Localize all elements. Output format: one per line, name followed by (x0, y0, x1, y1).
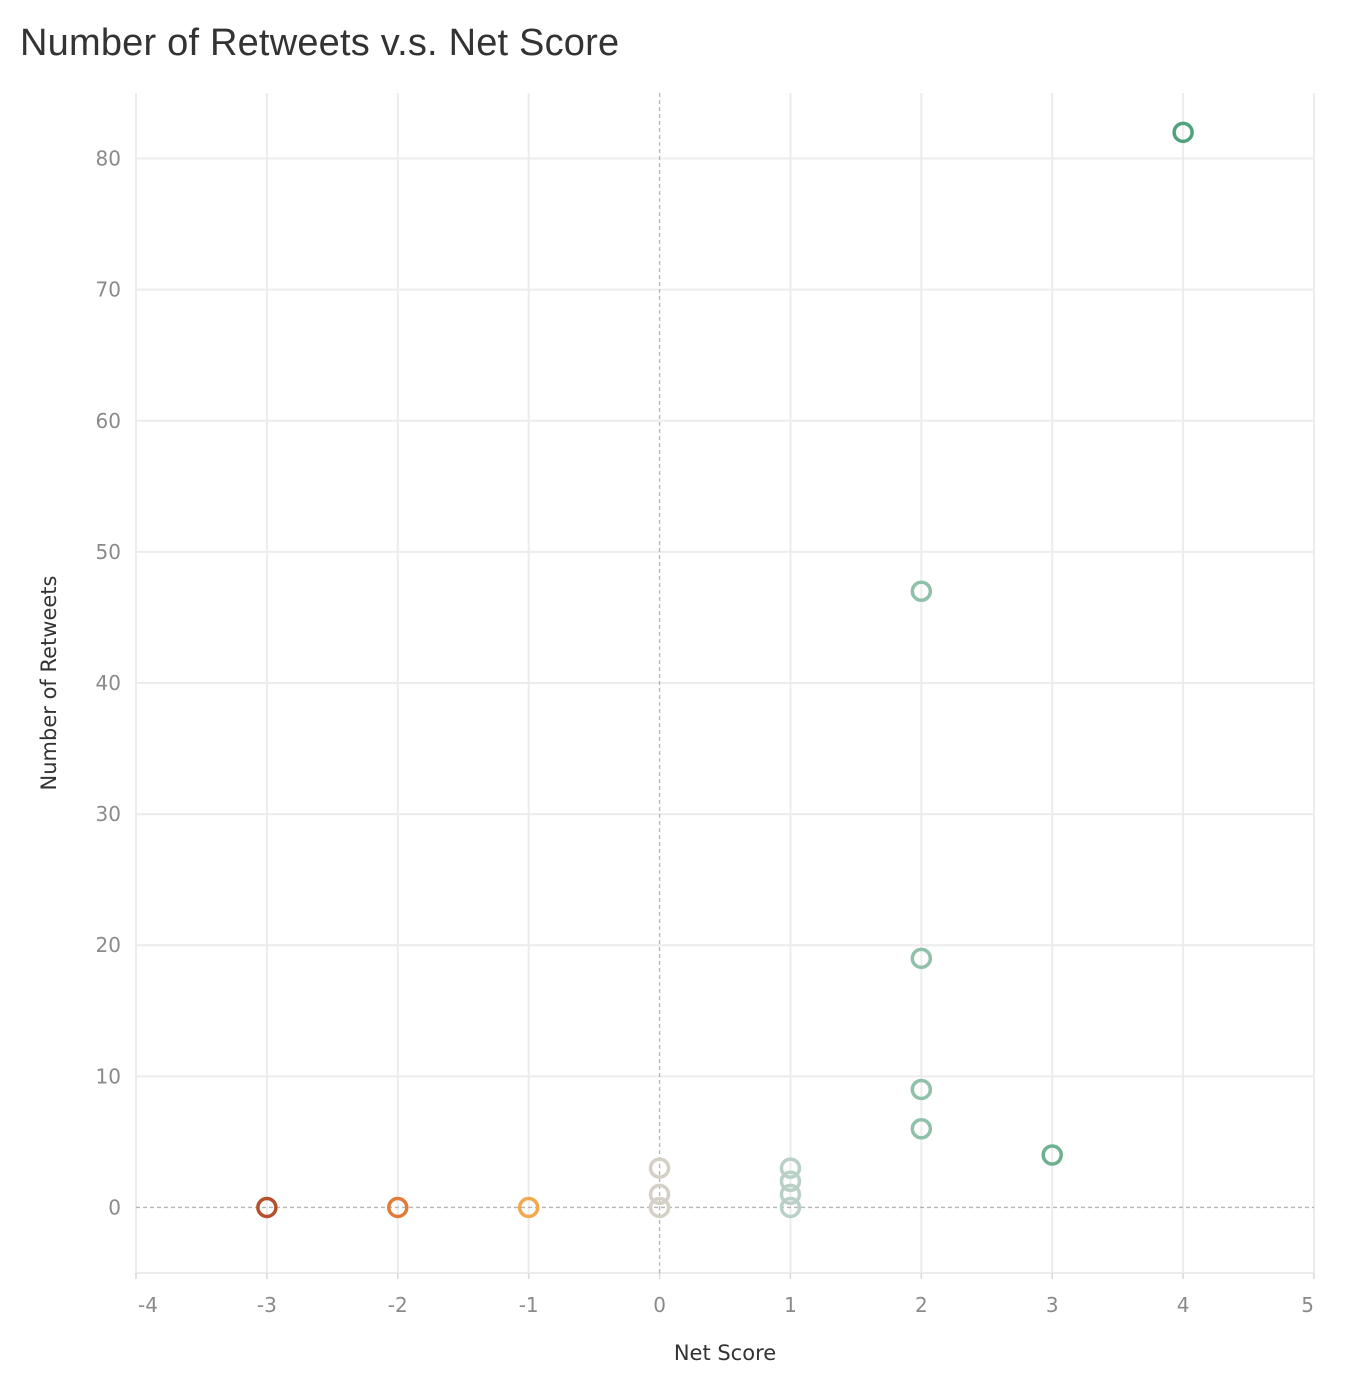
x-tick-label: -1 (519, 1293, 539, 1317)
data-point[interactable] (910, 1078, 933, 1101)
x-tick-label: 0 (653, 1293, 666, 1317)
x-tick-label: 5 (1301, 1293, 1314, 1317)
data-point[interactable] (256, 1196, 278, 1219)
y-tick-labels: 0 10 20 30 40 50 60 70 80 (96, 147, 121, 1220)
x-tick-labels: -4 -3 -2 -1 0 1 2 3 4 5 (135, 1273, 1315, 1317)
y-tick-label: 60 (96, 409, 121, 433)
data-point[interactable] (517, 1196, 540, 1219)
x-tick-label: -2 (388, 1293, 408, 1317)
y-tick-label: 70 (96, 278, 121, 302)
x-axis-title: Net Score (674, 1341, 776, 1365)
y-tick-label: 10 (96, 1064, 121, 1088)
data-point[interactable] (910, 580, 933, 602)
zero-reference-lines (136, 93, 1314, 1273)
x-tick-label: -4 (138, 1293, 158, 1317)
y-axis-title: Number of Retweets (37, 576, 61, 791)
data-point[interactable] (648, 1183, 671, 1206)
data-point[interactable] (779, 1157, 802, 1179)
data-point[interactable] (910, 1118, 933, 1140)
grid-lines (135, 93, 1315, 1274)
data-point[interactable] (910, 947, 933, 970)
x-tick-label: 2 (915, 1293, 928, 1317)
data-point[interactable] (648, 1157, 671, 1179)
x-tick-label: -3 (257, 1293, 277, 1317)
y-tick-label: 20 (96, 933, 121, 957)
data-point[interactable] (1172, 121, 1194, 144)
data-points (256, 121, 1194, 1219)
y-tick-label: 40 (96, 671, 121, 695)
x-tick-label: 1 (784, 1293, 797, 1317)
data-point[interactable] (648, 1196, 671, 1219)
data-point[interactable] (779, 1183, 802, 1206)
data-point[interactable] (387, 1196, 409, 1219)
chart-title: Number of Retweets v.s. Net Score (20, 22, 620, 64)
data-point[interactable] (779, 1196, 802, 1219)
data-point[interactable] (1041, 1144, 1063, 1166)
y-tick-label: 50 (96, 540, 121, 564)
y-tick-label: 0 (108, 1195, 121, 1219)
y-tick-label: 80 (96, 147, 121, 171)
data-point[interactable] (779, 1170, 802, 1192)
y-tick-label: 30 (96, 802, 121, 826)
x-tick-label: 4 (1177, 1293, 1190, 1317)
x-tick-label: 3 (1046, 1293, 1059, 1317)
